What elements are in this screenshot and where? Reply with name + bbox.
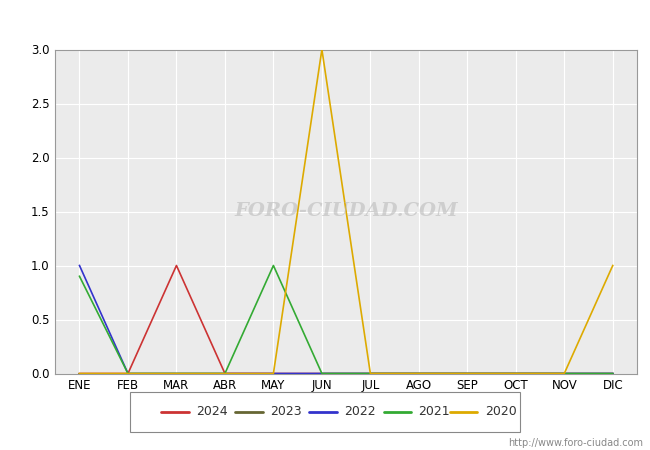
Text: 2022: 2022: [344, 405, 376, 418]
FancyBboxPatch shape: [130, 392, 520, 432]
Text: Matriculaciones de Vehiculos en Allepuz: Matriculaciones de Vehiculos en Allepuz: [150, 11, 500, 29]
Text: FORO-CIUDAD.COM: FORO-CIUDAD.COM: [234, 202, 458, 220]
Text: http://www.foro-ciudad.com: http://www.foro-ciudad.com: [508, 438, 644, 448]
Text: 2024: 2024: [196, 405, 228, 418]
Text: 2023: 2023: [270, 405, 302, 418]
Text: 2021: 2021: [419, 405, 450, 418]
Text: 2020: 2020: [485, 405, 517, 418]
